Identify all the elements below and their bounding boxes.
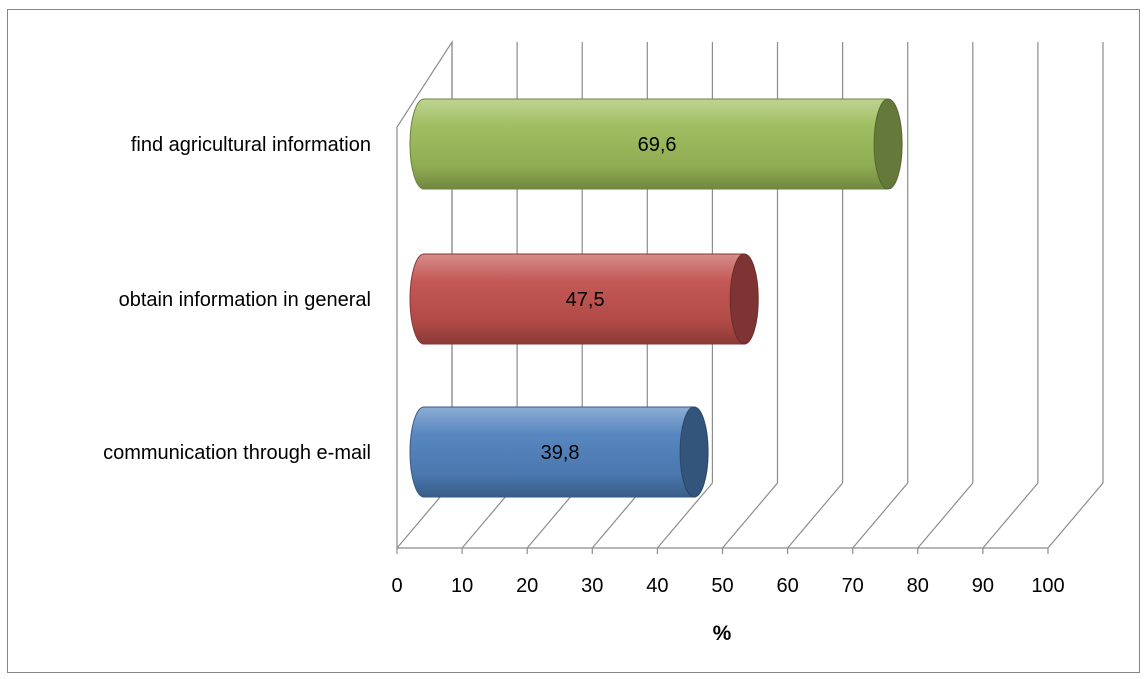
data-label: 69,6 — [638, 134, 677, 156]
x-tick-label: 80 — [907, 575, 929, 597]
gridline — [1047, 42, 1104, 554]
gridline — [852, 42, 909, 554]
gridline — [982, 42, 1039, 554]
x-tick-label: 100 — [1031, 575, 1064, 597]
x-tick-label: 60 — [776, 575, 798, 597]
x-tick-label: 0 — [391, 575, 402, 597]
bar — [409, 253, 759, 345]
labels: 0 10 20 30 40 50 60 70 80 90 100% 39,8 communication… — [103, 134, 1065, 645]
category-label: communication through e-mail — [103, 442, 371, 464]
x-tick-label: 20 — [516, 575, 538, 597]
category-label: obtain information in general — [119, 289, 371, 311]
x-axis-title: % — [713, 622, 732, 645]
bar — [409, 98, 903, 190]
x-tick-label: 70 — [842, 575, 864, 597]
x-tick-label: 10 — [451, 575, 473, 597]
x-tick-label: 90 — [972, 575, 994, 597]
x-tick-label: 40 — [646, 575, 668, 597]
category-label: find agricultural information — [131, 134, 371, 156]
x-tick-label: 30 — [581, 575, 603, 597]
bar — [409, 406, 709, 498]
bars — [409, 98, 903, 498]
data-label: 39,8 — [541, 442, 580, 464]
gridline — [917, 42, 974, 554]
x-tick-label: 50 — [711, 575, 733, 597]
data-label: 47,5 — [566, 289, 605, 311]
